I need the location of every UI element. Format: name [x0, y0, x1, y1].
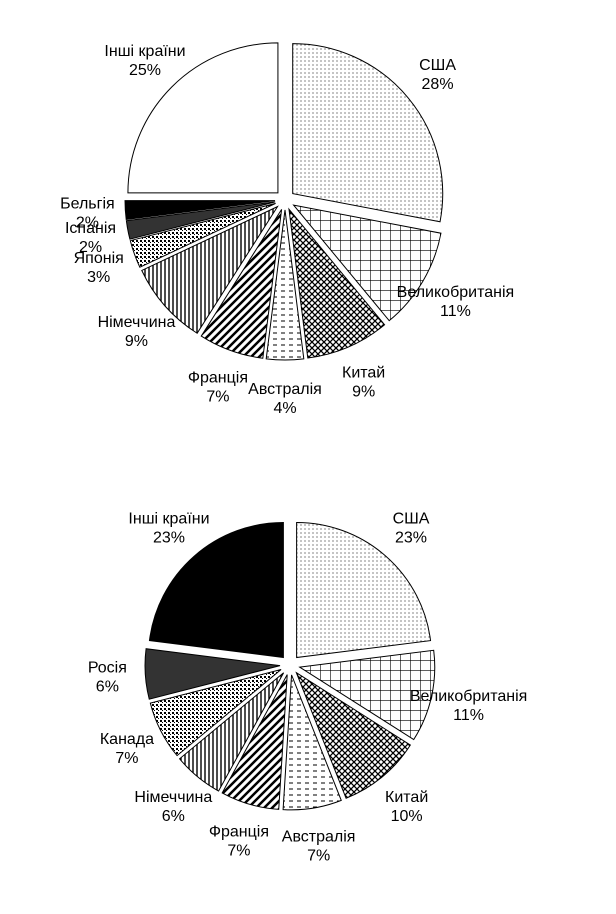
- category-label: Інші країни: [104, 43, 185, 60]
- category-label: Китай: [342, 365, 385, 382]
- slice-label: Франція 7%: [209, 824, 269, 860]
- pie-slice: [296, 521, 432, 659]
- pie-slice: [178, 672, 285, 792]
- category-label: Канада: [100, 731, 154, 748]
- slice-label: Бельгія 2%: [60, 195, 115, 231]
- slice-label: Іспанія 2%: [65, 220, 116, 256]
- value-label: 6%: [162, 808, 185, 825]
- value-label: 4%: [273, 400, 296, 417]
- value-label: 7%: [206, 388, 229, 405]
- slice-label: Китай 9%: [342, 365, 385, 401]
- category-label: Іспанія: [65, 220, 116, 237]
- slice-label: Росія 6%: [88, 659, 127, 695]
- pie-slice: [125, 201, 276, 240]
- value-label: 23%: [153, 530, 185, 547]
- category-label: Росія: [88, 659, 127, 676]
- value-label: 11%: [453, 707, 484, 724]
- slice-label: Великобританія 11%: [410, 688, 528, 724]
- pie-slice: [127, 42, 279, 194]
- category-label: Німеччина: [134, 789, 212, 806]
- category-label: Великобританія: [397, 284, 515, 301]
- slice-label: Інші країни 25%: [104, 43, 185, 79]
- value-label: 23%: [395, 530, 427, 547]
- pie-slice: [298, 649, 436, 741]
- category-label: США: [393, 511, 430, 528]
- value-label: 2%: [76, 214, 99, 231]
- category-label: Великобританія: [410, 688, 528, 705]
- category-label: Бельгія: [60, 195, 115, 212]
- slice-label: Австралія 7%: [282, 829, 356, 865]
- value-label: 9%: [352, 384, 375, 401]
- value-label: 28%: [422, 76, 454, 93]
- category-label: Австралія: [282, 829, 356, 846]
- pie-slice: [149, 669, 282, 757]
- value-label: 7%: [115, 750, 138, 767]
- category-label: Японія: [74, 250, 124, 267]
- slice-label: Франція 7%: [188, 369, 248, 405]
- pie-slice: [129, 202, 276, 268]
- slice-label: Китай 10%: [385, 789, 428, 825]
- value-label: 7%: [227, 843, 250, 860]
- slice-label: Німеччина 9%: [98, 314, 176, 350]
- value-label: 7%: [307, 848, 330, 865]
- slice-label: США 23%: [393, 511, 430, 547]
- pie-slice: [141, 205, 279, 334]
- pie-slice: [148, 521, 284, 659]
- category-label: Франція: [188, 369, 248, 386]
- pie-slice: [288, 207, 386, 359]
- pie-slice: [282, 674, 342, 811]
- slice-label: Великобританія 11%: [397, 284, 515, 320]
- pie-slice: [292, 43, 444, 223]
- slice-label: Німеччина 6%: [134, 789, 212, 825]
- slice-label: Інші країни 23%: [128, 511, 209, 547]
- value-label: 11%: [440, 303, 471, 320]
- pie-slice: [124, 200, 276, 220]
- pie-slice: [295, 671, 412, 799]
- value-label: 9%: [125, 333, 148, 350]
- value-label: 25%: [129, 62, 161, 79]
- category-label: США: [419, 57, 456, 74]
- category-label: Китай: [385, 789, 428, 806]
- pie-slice: [265, 209, 305, 361]
- pie-slice: [221, 674, 288, 810]
- pie-slice: [144, 648, 281, 700]
- category-label: Австралія: [248, 381, 322, 398]
- category-label: Німеччина: [98, 314, 176, 331]
- value-label: 2%: [79, 239, 102, 256]
- slice-label: США 28%: [419, 57, 456, 93]
- category-label: Інші країни: [128, 511, 209, 528]
- slice-label: Канада 7%: [100, 731, 154, 767]
- pie-slice: [200, 209, 283, 359]
- value-label: 10%: [391, 808, 423, 825]
- value-label: 6%: [96, 678, 119, 695]
- slice-label: Японія 3%: [74, 250, 124, 286]
- slice-label: Австралія 4%: [248, 381, 322, 417]
- category-label: Франція: [209, 824, 269, 841]
- value-label: 3%: [87, 269, 110, 286]
- pie-slice: [292, 204, 442, 322]
